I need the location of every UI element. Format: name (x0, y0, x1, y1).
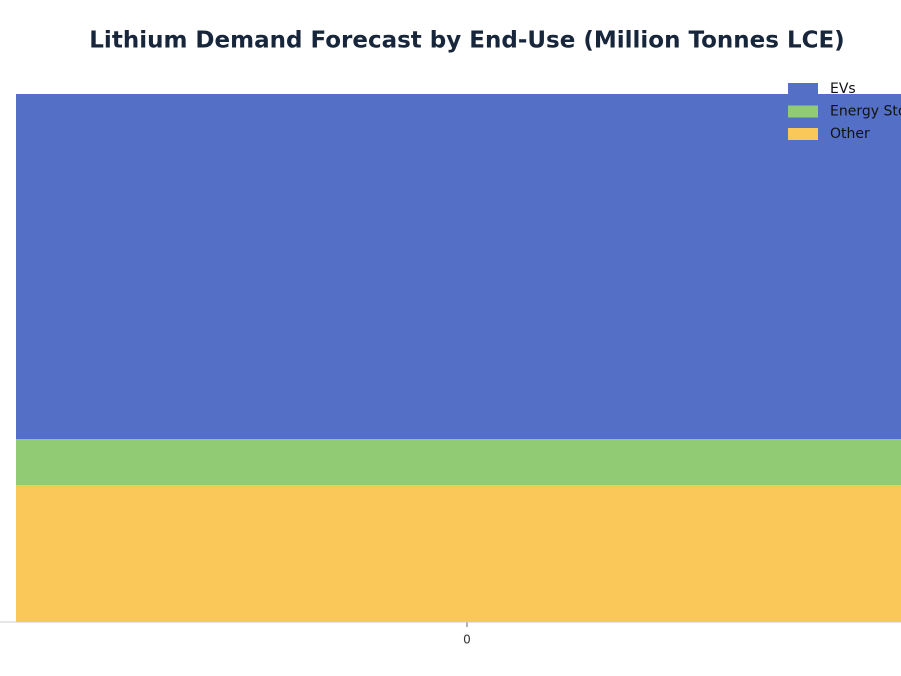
legend-swatch (788, 128, 818, 140)
legend-label: EVs (830, 81, 856, 97)
bar-segment (16, 439, 901, 485)
x-tick-label: 0 (463, 633, 471, 647)
legend-label: Other (830, 126, 870, 142)
legend-label: Energy Storage (830, 104, 901, 120)
bar-segment (16, 485, 901, 622)
chart-title: Lithium Demand Forecast by End-Use (Mill… (89, 28, 844, 54)
legend-swatch (788, 83, 818, 95)
bar-segment (16, 94, 901, 439)
legend-swatch (788, 105, 818, 118)
